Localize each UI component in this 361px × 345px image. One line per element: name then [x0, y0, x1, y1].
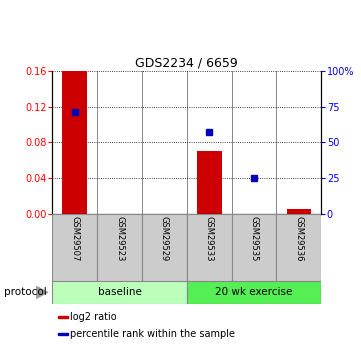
Text: log2 ratio: log2 ratio [70, 312, 117, 322]
Bar [58, 315, 68, 318]
Bar [52, 214, 97, 281]
Text: GSM29533: GSM29533 [205, 216, 214, 262]
Text: 20 wk exercise: 20 wk exercise [216, 287, 293, 297]
Bar [187, 281, 321, 304]
Bar [287, 209, 311, 214]
Bar [142, 214, 187, 281]
Text: baseline: baseline [97, 287, 142, 297]
Text: GSM29523: GSM29523 [115, 216, 124, 261]
Title: GDS2234 / 6659: GDS2234 / 6659 [135, 57, 238, 70]
Text: percentile rank within the sample: percentile rank within the sample [70, 329, 235, 339]
Text: GSM29536: GSM29536 [294, 216, 303, 262]
Bar [277, 214, 321, 281]
Bar [97, 214, 142, 281]
Bar [232, 214, 277, 281]
Bar [58, 333, 68, 335]
Bar [52, 281, 187, 304]
Text: GSM29529: GSM29529 [160, 216, 169, 261]
Text: GSM29507: GSM29507 [70, 216, 79, 261]
Polygon shape [36, 286, 49, 299]
Text: GSM29535: GSM29535 [249, 216, 258, 261]
Text: protocol: protocol [4, 287, 46, 297]
Bar [187, 214, 232, 281]
Bar [62, 71, 87, 214]
Bar [197, 151, 222, 214]
